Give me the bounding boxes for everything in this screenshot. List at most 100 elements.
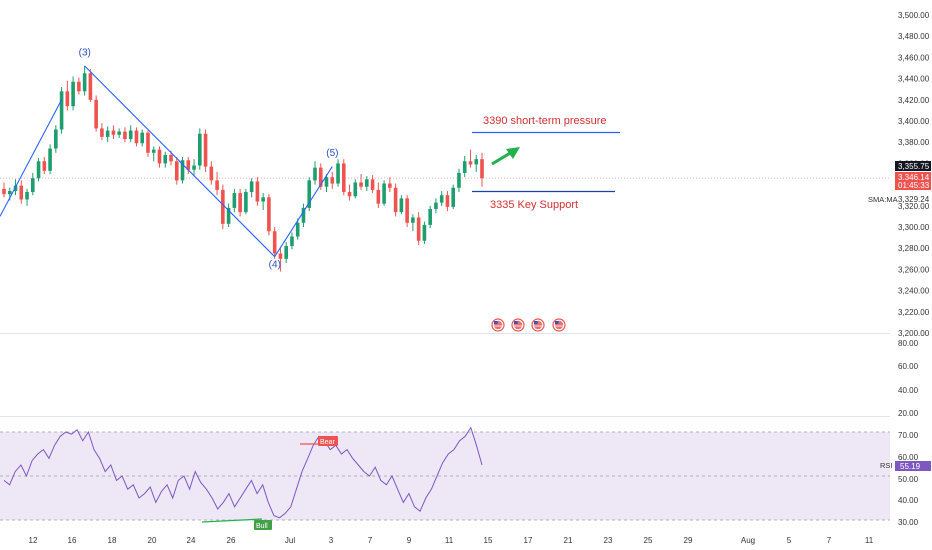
price-axis: 3,500.00 3,480.00 3,460.00 3,440.00 3,420.00…: [868, 11, 931, 338]
time-tick-label: 21: [564, 536, 573, 545]
bull-divergence-line: [201, 518, 263, 523]
rsi-value-label: 55.19: [900, 462, 921, 471]
sma-value-label: 3,329.24: [898, 195, 930, 204]
candle-body: [192, 165, 196, 170]
wave-label: (5): [326, 148, 338, 159]
candle-body: [123, 131, 127, 140]
price-tick-label: 3,500.00: [898, 11, 930, 20]
candle-body: [411, 217, 415, 223]
candle-body: [82, 73, 87, 92]
rsi-tick-label: 40.00: [898, 496, 919, 505]
bear-label-box: [318, 436, 338, 446]
candle-body: [134, 130, 139, 144]
rsi-line: [3, 426, 483, 519]
time-tick-label: Aug: [741, 536, 755, 545]
candle-body: [272, 231, 277, 254]
price-tick-label: 3,280.00: [898, 244, 930, 253]
bull-label: Bull: [256, 523, 268, 530]
price-pane[interactable]: (3) (4) (5) 3390 short-term pressure 3335 Ke…: [0, 47, 890, 332]
candle-body: [94, 99, 98, 129]
candle-body: [111, 130, 116, 135]
flag-canton: [534, 321, 538, 324]
candle-body: [238, 193, 242, 213]
candle-body: [174, 161, 179, 181]
wave-trendline: [84, 65, 276, 258]
candle-body: [128, 130, 133, 140]
candle-body: [48, 148, 52, 171]
rsi-tick-label: 50.00: [898, 475, 919, 484]
candle-body: [163, 154, 168, 164]
price-tick-label: 3,220.00: [898, 308, 930, 317]
rsi-value-box: [895, 461, 931, 471]
pane-divider[interactable]: [0, 333, 890, 417]
candle-body: [341, 163, 346, 193]
candle-body: [376, 189, 381, 204]
candle-body: [462, 161, 467, 173]
candle-body: [198, 133, 202, 166]
price-tick-label: 3,200.00: [898, 329, 930, 338]
time-tick-label: 23: [604, 536, 613, 545]
time-tick-label: 12: [29, 536, 38, 545]
time-tick-label: 11: [445, 536, 454, 545]
candle-body: [347, 192, 352, 197]
time-tick-label: 29: [684, 536, 693, 545]
candle-body: [19, 185, 24, 200]
wave-trendline: [0, 99, 63, 217]
candle-body: [221, 189, 225, 224]
time-tick-label: 7: [368, 536, 373, 545]
price-label-text: 3,355.75: [898, 162, 930, 171]
candle-body: [226, 207, 231, 224]
flag-canton: [555, 321, 559, 324]
candle-body: [468, 161, 473, 165]
candle-body: [54, 129, 58, 149]
rsi-pane[interactable]: Bear Bull: [0, 426, 890, 530]
flag-canton: [494, 321, 498, 324]
price-label-text: 01:45:33: [898, 181, 930, 190]
price-tick-label: 3,320.00: [898, 202, 930, 211]
rsi-tick-label: 30.00: [898, 518, 919, 527]
price-tick-label: 3,480.00: [898, 32, 930, 41]
price-tick-label: 3,420.00: [898, 96, 930, 105]
candle-body: [324, 177, 329, 187]
price-tick-label: 3,260.00: [898, 265, 930, 274]
time-tick-label: 15: [484, 536, 493, 545]
candle-body: [215, 180, 219, 190]
uptrend-arrow: [491, 150, 513, 166]
candle-body: [278, 253, 283, 259]
flag-canton: [514, 321, 518, 324]
candle-body: [474, 159, 479, 165]
candle-body: [59, 91, 64, 130]
candle-body: [186, 160, 191, 170]
price-tick-label: 3,240.00: [898, 287, 930, 296]
time-tick-label: 24: [187, 536, 196, 545]
candle-body: [7, 190, 12, 195]
candle-body: [290, 236, 294, 247]
time-tick-label: 26: [227, 536, 236, 545]
us-flag-event-icon[interactable]: [531, 318, 545, 332]
rsi-tick-label: 40.00: [898, 386, 919, 395]
rsi-tick-label: 60.00: [898, 362, 919, 371]
candle-body: [318, 167, 323, 187]
rsi-tick-label: 60.00: [898, 453, 919, 462]
candle-body: [307, 180, 312, 208]
price-label-box: [895, 172, 931, 182]
candle-body: [13, 185, 18, 191]
us-flag-event-icon[interactable]: [491, 318, 505, 332]
time-tick-label: 3: [329, 536, 334, 545]
candle-body: [336, 163, 340, 184]
us-flag-event-icon[interactable]: [511, 318, 525, 332]
candle-body: [140, 132, 145, 144]
us-flag-event-icon[interactable]: [552, 318, 566, 332]
candle-body: [261, 197, 265, 202]
candle-body: [77, 81, 81, 92]
time-tick-label: 20: [148, 536, 157, 545]
candle-body: [370, 179, 375, 190]
support-annotation: 3335 Key Support: [490, 199, 578, 211]
candle-body: [157, 149, 162, 164]
candle-body: [388, 183, 392, 188]
candle-body: [393, 187, 398, 213]
time-axis: 12 16 18 20 24 26 Jul 3 7 9 11 15 17 21 23 25 29 Aug 5 7 11: [29, 536, 874, 545]
candle-body: [71, 81, 75, 107]
candle-body: [255, 181, 260, 202]
